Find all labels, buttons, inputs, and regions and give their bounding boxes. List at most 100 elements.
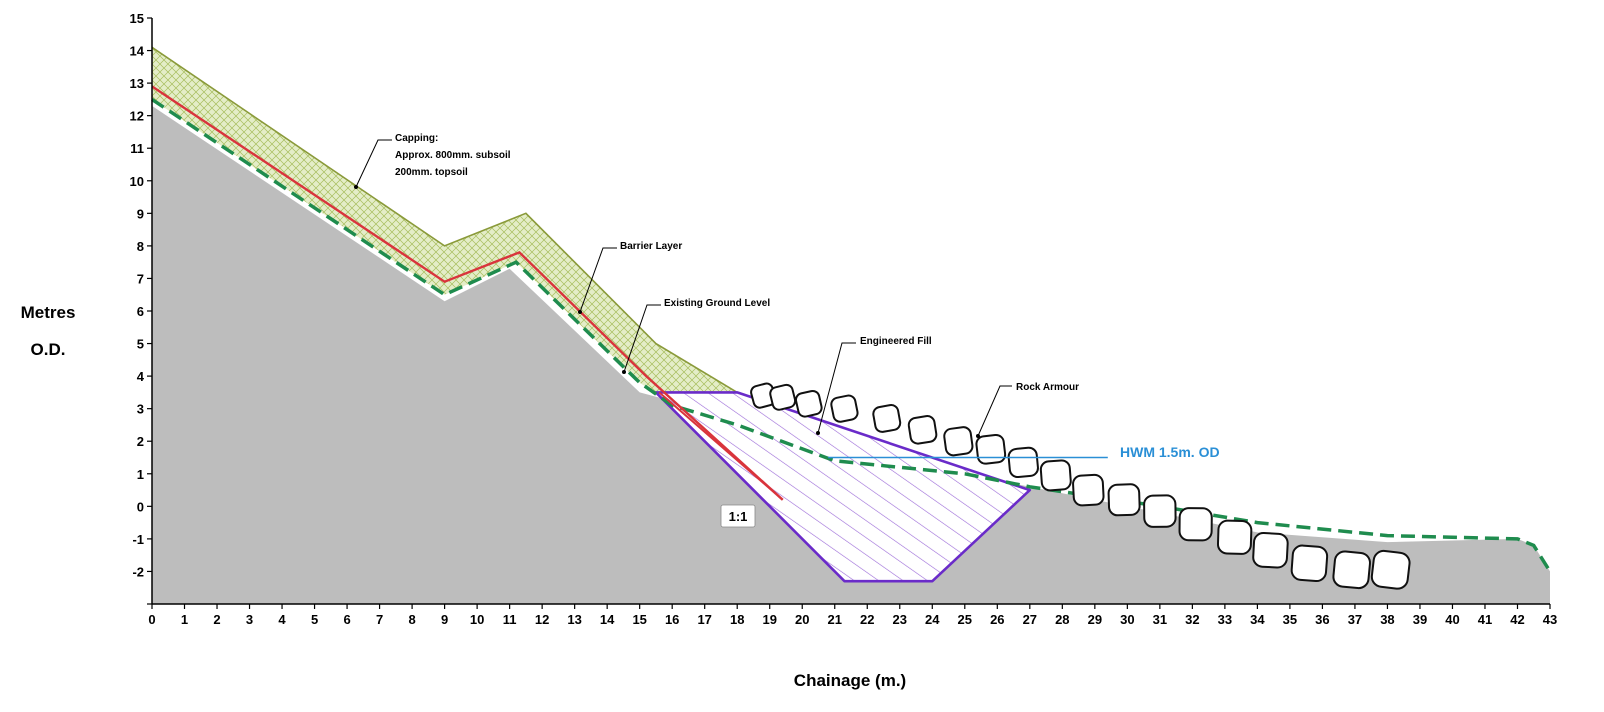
y-tick-label: -2 [132,564,144,579]
x-tick-label: 10 [470,612,484,627]
y-axis-label-line1: Metres [21,303,76,322]
x-tick-label: 35 [1283,612,1297,627]
x-tick-label: 6 [343,612,350,627]
y-tick-label: 12 [130,109,144,124]
x-tick-label: 11 [503,612,517,627]
capping-top-line [151,46,738,394]
x-tick-label: 29 [1088,612,1102,627]
y-tick-label: 15 [130,11,144,26]
rock-armour-block [872,404,902,433]
rock-armour-block [1143,494,1177,528]
rock-armour-block [769,383,797,411]
x-tick-label: 23 [893,612,907,627]
x-tick-label: 7 [376,612,383,627]
x-tick-label: 36 [1315,612,1329,627]
x-tick-label: 3 [246,612,253,627]
capping-label: Capping: [395,133,438,144]
y-tick-label: 0 [137,499,144,514]
rock-armour-block [1107,483,1141,517]
x-tick-label: 27 [1023,612,1037,627]
engineered-fill-area [654,391,1032,583]
existing-ground-line [151,97,1552,573]
x-tick-label: 20 [795,612,809,627]
existing-annotation: Existing Ground Level [622,298,770,374]
x-tick-label: 26 [990,612,1004,627]
x-tick-label: 34 [1250,612,1265,627]
rock-armour-block [1216,519,1253,555]
capping-annotation: Capping: Approx. 800mm. subsoil 200mm. t… [354,133,511,189]
rock-armour-block [1039,459,1072,492]
x-tick-label: 9 [441,612,448,627]
rock-armour-block [830,394,859,423]
capping-topsoil-label: 200mm. topsoil [395,167,468,178]
rock-armour-block [1178,507,1213,542]
slope-ratio-label: 1:1 [729,509,748,524]
barrier-layer-line [151,85,784,501]
y-axis-label-line2: O.D. [31,340,66,359]
fill-annotation: Engineered Fill [816,336,932,435]
rock-armour-label: Rock Armour [1016,382,1079,393]
capping-subsoil-label: Approx. 800mm. subsoil [395,150,511,161]
y-tick-label: 9 [137,206,144,221]
rock-armour-block [1007,446,1039,479]
x-axis-label: Chainage (m.) [794,671,906,690]
rock-armour-block [794,389,823,418]
x-tick-label: 38 [1380,612,1394,627]
x-tick-label: 28 [1055,612,1069,627]
rock-armour-block [907,415,938,445]
ground-area [152,105,1550,605]
y-tick-label: 11 [130,141,144,156]
ground-fill [152,105,1550,605]
y-tick-label: 8 [137,239,144,254]
hwm-label: HWM 1.5m. OD [1120,444,1220,460]
x-tick-label: 19 [762,612,776,627]
barrier-line [151,85,784,501]
rock-armour-block [1370,549,1411,590]
x-tick-label: 4 [278,612,286,627]
rock-armour-group [750,382,1411,590]
y-tick-label: 5 [137,337,144,352]
x-tick-label: 33 [1218,612,1232,627]
x-tick-label: 40 [1445,612,1459,627]
x-tick-label: 22 [860,612,874,627]
x-tick-label: 25 [958,612,972,627]
x-tick-label: 14 [600,612,615,627]
y-tick-label: 13 [130,76,144,91]
x-tick-label: 15 [632,612,646,627]
x-tick-label: 42 [1510,612,1524,627]
engineered-fill-label: Engineered Fill [860,336,932,347]
rock-armour-block [975,433,1007,465]
x-tick-label: 32 [1185,612,1199,627]
existing-ground-label: Existing Ground Level [664,298,770,309]
x-tick-label: 37 [1348,612,1362,627]
x-tick-label: 16 [665,612,679,627]
x-tick-label: 31 [1153,612,1167,627]
x-tick-label: 43 [1543,612,1557,627]
rock-armour-block [1072,473,1105,507]
capping-area [151,46,738,406]
x-tick-label: 39 [1413,612,1427,627]
slope-marker [658,391,784,501]
y-tick-label: 14 [130,44,145,59]
engineered-fill-shape [654,391,1032,583]
x-tick-label: 21 [828,612,842,627]
barrier-annotation: Barrier Layer [578,241,682,314]
rock-armour-block [943,426,974,457]
barrier-label: Barrier Layer [620,241,682,252]
x-tick-label: 30 [1120,612,1134,627]
x-tick-label: 1 [181,612,188,627]
x-tick-label: 17 [697,612,711,627]
y-tick-label: 1 [137,467,144,482]
existing-ground-dashed [151,97,1552,573]
x-tick-label: 24 [925,612,940,627]
slope-marker-line [658,391,784,501]
y-tick-label: 4 [137,369,145,384]
x-tick-label: 13 [567,612,581,627]
rock-armour-block [1252,532,1289,569]
y-tick-label: 2 [137,434,144,449]
x-tick-label: 18 [730,612,744,627]
x-tick-label: 0 [148,612,155,627]
